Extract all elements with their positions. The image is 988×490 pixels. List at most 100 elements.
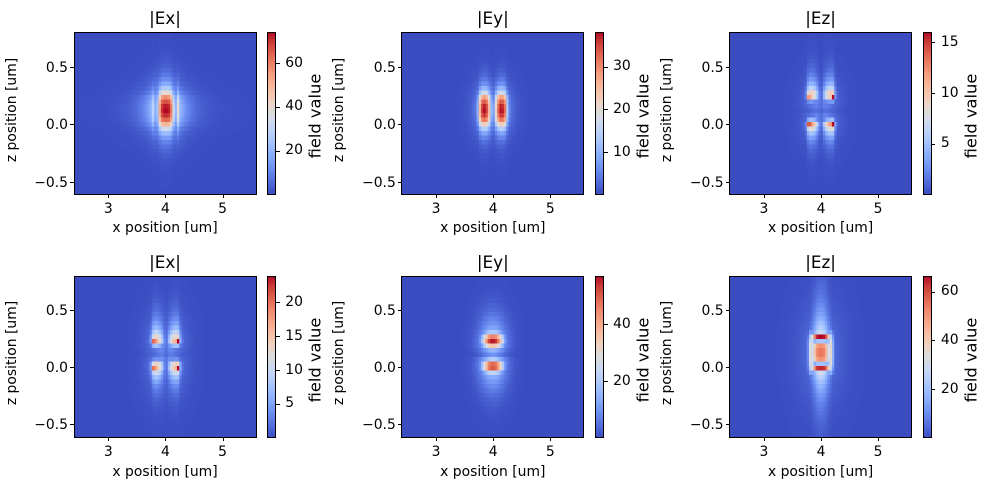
x-tick-mark — [165, 194, 167, 199]
x-tick-mark — [436, 437, 438, 442]
x-tick-mark — [878, 194, 880, 199]
x-tick-mark — [222, 194, 224, 199]
x-tick-label: 5 — [218, 444, 227, 461]
z-tick-mark — [70, 309, 74, 311]
z-axis-label: z position [um] — [331, 301, 348, 406]
z-tick-mark — [397, 423, 402, 425]
z-tick-mark — [725, 309, 730, 311]
z-axis-label: z position [um] — [659, 57, 676, 163]
panel-title: |Ey| — [476, 252, 509, 272]
z-tick-mark — [70, 124, 74, 126]
z-tick-mark — [725, 66, 730, 68]
z-axis-label: z position [um] — [3, 301, 20, 406]
z-tick-label: 0.0 — [45, 359, 68, 376]
colorbar-frame — [922, 276, 932, 438]
heatmap-image — [729, 32, 913, 195]
z-tick-label: 0.0 — [373, 117, 396, 134]
heatmap-image — [73, 32, 257, 195]
colorbar-label: field value — [305, 317, 325, 403]
colorbar-frame — [595, 276, 605, 438]
x-axis-label: x position [um] — [440, 463, 546, 480]
colorbar — [922, 276, 932, 438]
z-tick-label: 0.5 — [45, 59, 68, 76]
colorbar — [267, 32, 277, 195]
panel-title: |Ex| — [149, 252, 181, 272]
x-tick-label: 3 — [431, 201, 441, 218]
heatmap-image — [401, 276, 585, 438]
colorbar-tick-mark — [276, 150, 280, 152]
z-axis-label: z position [um] — [659, 301, 676, 406]
x-tick-mark — [763, 194, 765, 199]
colorbar-tick-mark — [276, 106, 280, 108]
colorbar-label: field value — [961, 73, 981, 159]
colorbar-tick-label: 20 — [285, 142, 303, 159]
heatmap-image — [401, 32, 585, 195]
colorbar-tick-mark — [931, 389, 936, 390]
z-tick-mark — [70, 366, 74, 368]
x-axis-label: x position [um] — [440, 220, 546, 237]
z-tick-label: 0.5 — [701, 59, 724, 76]
axes-frame — [73, 32, 257, 195]
x-tick-mark — [550, 437, 552, 442]
x-tick-label: 4 — [488, 201, 498, 218]
heatmap-image — [729, 276, 913, 438]
x-tick-label: 3 — [759, 444, 769, 461]
axes-frame — [73, 276, 257, 438]
colorbar-frame — [595, 32, 605, 195]
x-axis-label: x position [um] — [767, 220, 874, 237]
colorbar-tick-label: 5 — [285, 395, 295, 412]
colorbar-frame — [267, 276, 277, 438]
z-tick-label: 0.0 — [701, 359, 724, 376]
colorbar-tick-label: 15 — [285, 327, 303, 344]
colorbar — [595, 276, 605, 438]
colorbar-frame — [267, 32, 277, 195]
panel-title: |Ey| — [476, 8, 509, 29]
colorbar-tick-label: 5 — [940, 135, 950, 152]
x-axis-label: x position [um] — [112, 463, 218, 480]
panel-title: |Ex| — [149, 8, 181, 29]
z-tick-mark — [70, 181, 74, 183]
colorbar-tick-mark — [604, 152, 608, 153]
z-tick-label: −0.5 — [34, 174, 68, 191]
colorbar — [267, 276, 277, 438]
colorbar-tick-mark — [276, 336, 280, 338]
z-axis-label: z position [um] — [3, 57, 20, 163]
x-tick-label: 5 — [218, 201, 227, 218]
colorbar-tick-mark — [931, 93, 936, 95]
panel-title: |Ez| — [805, 252, 836, 272]
x-tick-mark — [821, 194, 822, 199]
colorbar-tick-mark — [931, 42, 936, 44]
z-tick-mark — [725, 181, 730, 183]
colorbar-tick-mark — [276, 63, 280, 64]
colorbar-tick-label: 10 — [613, 143, 631, 160]
z-tick-label: −0.5 — [689, 416, 724, 433]
colorbar-tick-mark — [604, 324, 608, 326]
colorbar-tick-label: 10 — [285, 361, 303, 378]
x-tick-label: 3 — [103, 201, 113, 218]
axes-frame — [729, 276, 913, 438]
colorbar-label: field value — [961, 317, 981, 403]
panel-title: |Ez| — [805, 8, 836, 29]
z-tick-label: 0.5 — [373, 59, 396, 76]
z-tick-label: −0.5 — [362, 416, 396, 433]
x-tick-mark — [878, 437, 880, 442]
x-tick-mark — [436, 194, 438, 199]
z-tick-label: −0.5 — [34, 416, 68, 433]
z-axis-label: z position [um] — [331, 57, 348, 163]
z-tick-label: 0.0 — [701, 117, 724, 134]
z-tick-mark — [397, 124, 402, 126]
x-tick-label: 4 — [160, 444, 170, 461]
colorbar-tick-label: 60 — [940, 283, 959, 300]
colorbar-label: field value — [305, 73, 325, 159]
x-tick-label: 5 — [545, 201, 555, 218]
colorbar-tick-label: 20 — [940, 380, 959, 397]
x-tick-mark — [550, 194, 552, 199]
z-tick-mark — [397, 66, 402, 68]
colorbar-tick-label: 30 — [613, 58, 631, 75]
z-tick-label: 0.0 — [45, 117, 68, 134]
axes-frame — [729, 32, 913, 195]
colorbar-tick-label: 40 — [613, 315, 631, 332]
x-tick-label: 4 — [816, 444, 826, 461]
x-tick-mark — [222, 437, 224, 442]
x-tick-mark — [165, 437, 167, 442]
